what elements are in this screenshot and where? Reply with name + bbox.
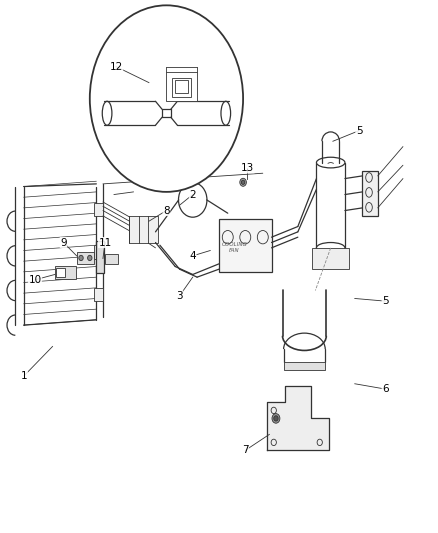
Text: COOLING
FAN: COOLING FAN [222,243,247,253]
Bar [56,268,65,277]
Text: 1: 1 [21,371,28,381]
Text: 10: 10 [28,275,42,285]
Polygon shape [267,386,328,450]
Circle shape [90,5,243,192]
Text: 2: 2 [189,190,196,199]
Text: 5: 5 [356,126,363,135]
Bar [172,78,191,97]
Bar [129,216,158,243]
Ellipse shape [272,414,280,423]
Bar [219,219,272,272]
Text: 8: 8 [163,206,170,215]
Bar [94,288,103,301]
Ellipse shape [241,180,245,184]
Text: 6: 6 [382,384,389,394]
Bar [55,266,76,279]
Bar [312,248,349,269]
Text: 7: 7 [242,446,249,455]
Bar [362,171,378,216]
Text: 13: 13 [241,163,254,173]
Text: 11: 11 [99,238,112,247]
Text: 3: 3 [176,291,183,301]
Ellipse shape [316,243,345,253]
Bar [105,254,118,264]
Ellipse shape [79,255,83,261]
Text: 5: 5 [382,296,389,306]
Text: 4: 4 [189,251,196,261]
Ellipse shape [316,157,345,168]
Text: 9: 9 [60,238,67,247]
Bar [283,362,325,370]
Ellipse shape [88,255,92,261]
Bar [175,80,188,93]
Bar [96,241,104,273]
Bar [94,245,103,259]
Text: 12: 12 [110,62,123,71]
Bar [94,203,103,216]
Bar [77,252,94,264]
Ellipse shape [274,416,278,421]
Bar [166,72,197,101]
Ellipse shape [240,178,246,187]
